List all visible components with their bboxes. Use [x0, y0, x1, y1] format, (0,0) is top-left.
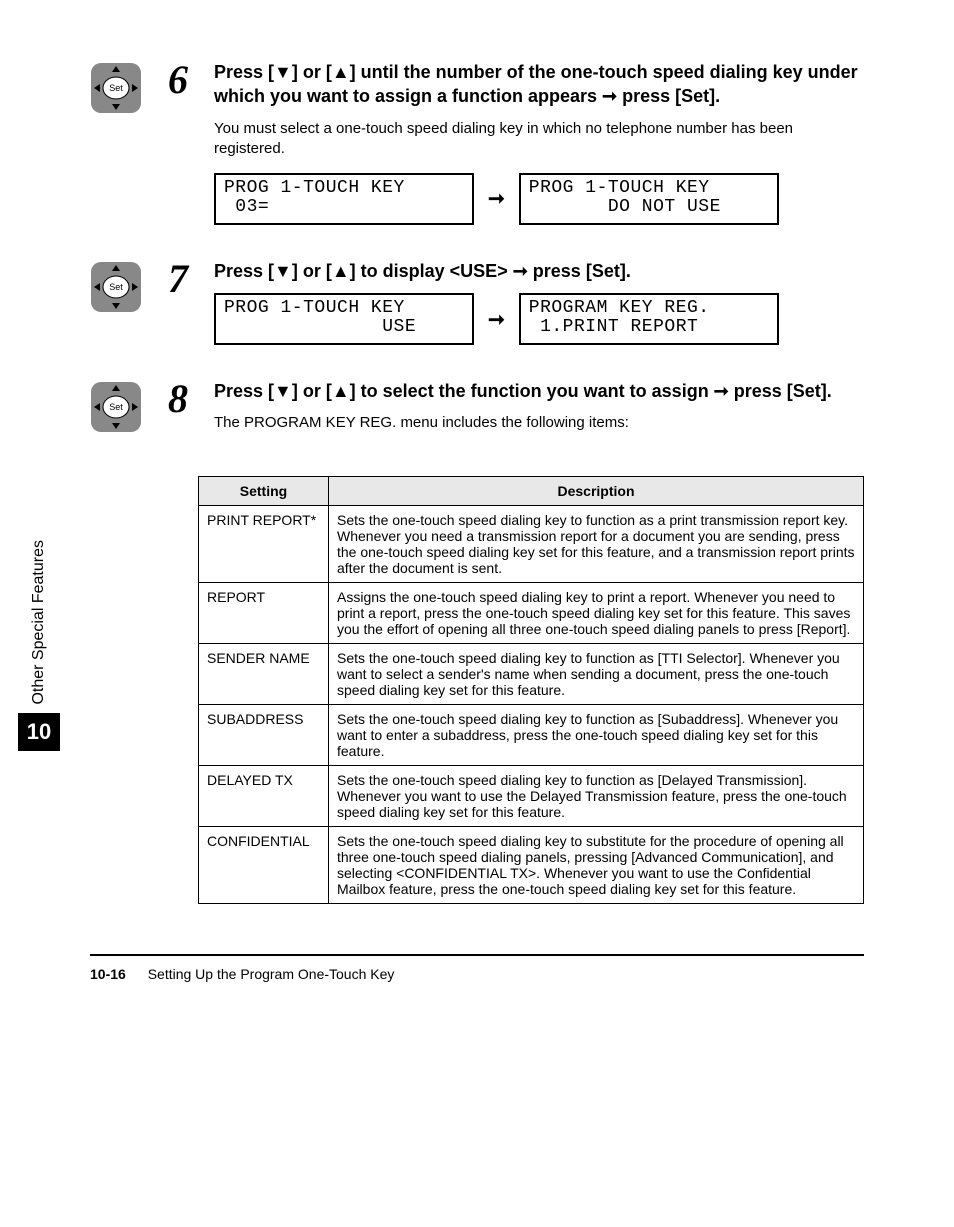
step-heading: Press [▼] or [▲] to display <USE> ➞ pres…	[214, 259, 864, 283]
table-row: CONFIDENTIAL Sets the one-touch speed di…	[199, 826, 864, 903]
lcd-row: PROG 1-TOUCH KEY 03= ➞ PROG 1-TOUCH KEY …	[214, 173, 864, 225]
set-button-icon: Set	[90, 381, 142, 433]
step-7: Set 7 Press [▼] or [▲] to display <USE> …	[90, 259, 864, 351]
footer-title: Setting Up the Program One-Touch Key	[148, 966, 395, 982]
step-heading: Press [▼] or [▲] to select the function …	[214, 379, 864, 403]
arrow-icon: ➞	[488, 307, 505, 332]
side-tab-label: Other Special Features	[30, 540, 48, 705]
page-number: 10-16	[90, 966, 126, 982]
svg-text:Set: Set	[109, 83, 123, 93]
svg-text:Set: Set	[109, 402, 123, 412]
desc-cell: Sets the one-touch speed dialing key to …	[329, 826, 864, 903]
lcd-display: PROGRAM KEY REG. 1.PRINT REPORT	[519, 293, 779, 345]
side-tab: Other Special Features 10	[18, 540, 60, 751]
desc-cell: Sets the one-touch speed dialing key to …	[329, 765, 864, 826]
page-footer: 10-16 Setting Up the Program One-Touch K…	[90, 954, 864, 982]
arrow-icon: ➞	[488, 186, 505, 211]
step-8: Set 8 Press [▼] or [▲] to select the fun…	[90, 379, 864, 448]
table-header: Setting	[199, 476, 329, 505]
lcd-display: PROG 1-TOUCH KEY 03=	[214, 173, 474, 225]
table-header: Description	[329, 476, 864, 505]
step-6: Set 6 Press [▼] or [▲] until the number …	[90, 60, 864, 231]
lcd-display: PROG 1-TOUCH KEY USE	[214, 293, 474, 345]
step-heading: Press [▼] or [▲] until the number of the…	[214, 60, 864, 109]
lcd-display: PROG 1-TOUCH KEY DO NOT USE	[519, 173, 779, 225]
step-text: You must select a one-touch speed dialin…	[214, 119, 864, 160]
settings-table: Setting Description PRINT REPORT* Sets t…	[198, 476, 864, 904]
step-number: 7	[160, 259, 196, 299]
lcd-row: PROG 1-TOUCH KEY USE ➞ PROGRAM KEY REG. …	[214, 293, 864, 345]
table-row: SENDER NAME Sets the one-touch speed dia…	[199, 643, 864, 704]
table-header-row: Setting Description	[199, 476, 864, 505]
desc-cell: Sets the one-touch speed dialing key to …	[329, 505, 864, 582]
side-tab-number: 10	[18, 713, 60, 751]
table-row: DELAYED TX Sets the one-touch speed dial…	[199, 765, 864, 826]
table-row: REPORT Assigns the one-touch speed diali…	[199, 582, 864, 643]
desc-cell: Sets the one-touch speed dialing key to …	[329, 704, 864, 765]
settings-table-wrap: Setting Description PRINT REPORT* Sets t…	[198, 476, 864, 904]
setting-cell: CONFIDENTIAL	[199, 826, 329, 903]
set-button-icon: Set	[90, 62, 142, 114]
setting-cell: REPORT	[199, 582, 329, 643]
setting-cell: DELAYED TX	[199, 765, 329, 826]
desc-cell: Sets the one-touch speed dialing key to …	[329, 643, 864, 704]
table-row: PRINT REPORT* Sets the one-touch speed d…	[199, 505, 864, 582]
desc-cell: Assigns the one-touch speed dialing key …	[329, 582, 864, 643]
step-text: The PROGRAM KEY REG. menu includes the f…	[214, 413, 864, 433]
setting-cell: SENDER NAME	[199, 643, 329, 704]
step-number: 8	[160, 379, 196, 419]
table-row: SUBADDRESS Sets the one-touch speed dial…	[199, 704, 864, 765]
set-button-icon: Set	[90, 261, 142, 313]
setting-cell: SUBADDRESS	[199, 704, 329, 765]
svg-text:Set: Set	[109, 282, 123, 292]
step-number: 6	[160, 60, 196, 100]
setting-cell: PRINT REPORT*	[199, 505, 329, 582]
